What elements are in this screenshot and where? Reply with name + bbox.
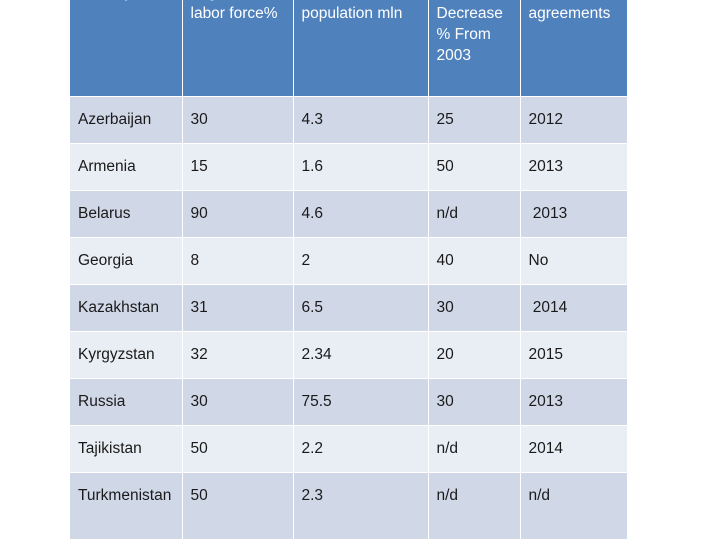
cell-national-agreements: 2015 [519, 330, 627, 378]
table-row: Armenia 15 1.6 50 2013 [70, 142, 627, 190]
cell-national-agreements: No [519, 236, 627, 284]
cell-organized-labor: 31 [181, 283, 293, 331]
cell-economic-population: 1.6 [292, 142, 428, 190]
cell-national-agreements: 2012 [519, 95, 627, 143]
cell-organized-labor: 50 [181, 471, 293, 539]
cell-membership-decrease: n/d [427, 471, 520, 539]
cell-country: Armenia [70, 142, 182, 190]
cell-economic-population: 2.34 [292, 330, 428, 378]
cell-membership-decrease: 20 [427, 330, 520, 378]
header-economic-active-population: Economic active population mln [292, 0, 428, 96]
table-row: Azerbaijan 30 4.3 25 2012 [70, 95, 627, 143]
table-row: Belarus 90 4.6 n/d 2013 [70, 189, 627, 237]
cell-organized-labor: 30 [181, 377, 293, 425]
cell-national-agreements: 2013 [519, 189, 627, 237]
cell-country: Kazakhstan [70, 283, 182, 331]
header-country: Country [70, 0, 182, 96]
union-statistics-table: Country Organized labor force% Economic … [70, 0, 627, 539]
cell-organized-labor: 8 [181, 236, 293, 284]
cell-national-agreements: n/d [519, 471, 627, 539]
cell-national-agreements: 2013 [519, 142, 627, 190]
cell-membership-decrease: n/d [427, 189, 520, 237]
table-header-row: Country Organized labor force% Economic … [70, 0, 627, 96]
cell-country: Tajikistan [70, 424, 182, 472]
cell-national-agreements: 2014 [519, 424, 627, 472]
cell-economic-population: 2.2 [292, 424, 428, 472]
table-row: Kyrgyzstan 32 2.34 20 2015 [70, 330, 627, 378]
cell-organized-labor: 32 [181, 330, 293, 378]
table-row: Tajikistan 50 2.2 n/d 2014 [70, 424, 627, 472]
cell-national-agreements: 2014 [519, 283, 627, 331]
cell-economic-population: 2.3 [292, 471, 428, 539]
cell-economic-population: 6.5 [292, 283, 428, 331]
cell-membership-decrease: 30 [427, 377, 520, 425]
cell-country: Kyrgyzstan [70, 330, 182, 378]
table-row: Georgia 8 2 40 No [70, 236, 627, 284]
cell-membership-decrease: n/d [427, 424, 520, 472]
cell-organized-labor: 30 [181, 95, 293, 143]
cell-country: Turkmenistan [70, 471, 182, 539]
cell-national-agreements: 2013 [519, 377, 627, 425]
cell-economic-population: 75.5 [292, 377, 428, 425]
table-row: Kazakhstan 31 6.5 30 2014 [70, 283, 627, 331]
header-organized-labor-force: Organized labor force% [181, 0, 293, 96]
cell-organized-labor: 90 [181, 189, 293, 237]
cell-economic-population: 4.6 [292, 189, 428, 237]
cell-economic-population: 2 [292, 236, 428, 284]
cell-membership-decrease: 50 [427, 142, 520, 190]
cell-organized-labor: 50 [181, 424, 293, 472]
cell-membership-decrease: 25 [427, 95, 520, 143]
table-row: Russia 30 75.5 30 2013 [70, 377, 627, 425]
header-national-agreements: National agreements [519, 0, 627, 96]
table-row: Turkmenistan 50 2.3 n/d n/d [70, 471, 627, 539]
cell-membership-decrease: 30 [427, 283, 520, 331]
cell-economic-population: 4.3 [292, 95, 428, 143]
cell-country: Russia [70, 377, 182, 425]
cell-country: Azerbaijan [70, 95, 182, 143]
cell-country: Belarus [70, 189, 182, 237]
cell-organized-labor: 15 [181, 142, 293, 190]
cell-country: Georgia [70, 236, 182, 284]
header-membership-decrease: Memb. Decrease % From 2003 [427, 0, 520, 96]
cell-membership-decrease: 40 [427, 236, 520, 284]
